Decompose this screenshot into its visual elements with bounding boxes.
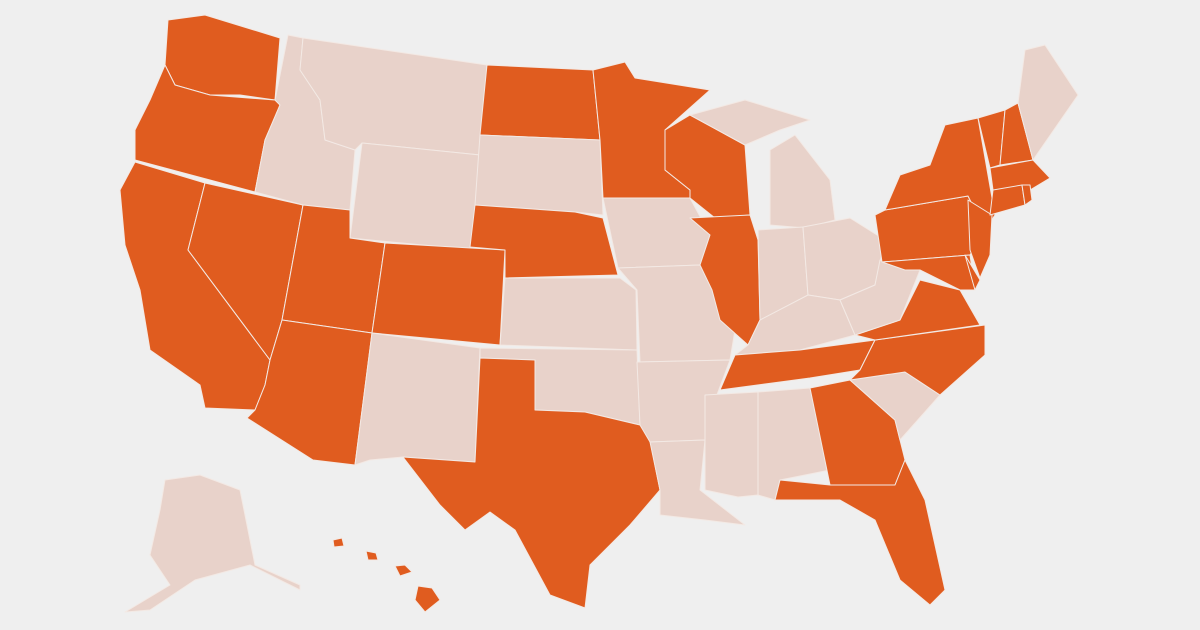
state-ma[interactable] (989, 159, 1051, 191)
state-shape[interactable] (734, 294, 856, 356)
state-ia[interactable] (602, 197, 711, 269)
state-shape[interactable] (349, 142, 481, 251)
state-md[interactable] (881, 254, 976, 291)
state-shape[interactable] (299, 37, 488, 156)
state-shape[interactable] (774, 459, 946, 606)
state-shape[interactable] (704, 391, 759, 498)
state-sd[interactable] (474, 134, 604, 216)
state-co[interactable] (371, 242, 506, 346)
state-shape[interactable] (989, 159, 1051, 191)
state-de[interactable] (964, 254, 981, 291)
state-nj[interactable] (967, 199, 993, 279)
state-me[interactable] (1017, 44, 1079, 161)
state-shape[interactable] (689, 99, 811, 146)
state-tx[interactable] (402, 357, 661, 609)
state-shape[interactable] (371, 242, 506, 346)
state-shape[interactable] (124, 474, 301, 613)
state-shape[interactable] (365, 550, 379, 561)
state-la[interactable] (649, 439, 746, 526)
state-fl[interactable] (774, 459, 946, 606)
state-shape[interactable] (354, 332, 481, 466)
state-shape[interactable] (332, 537, 345, 548)
state-shape[interactable] (602, 197, 711, 269)
state-shape[interactable] (881, 254, 976, 291)
state-shape[interactable] (402, 357, 661, 609)
state-shape[interactable] (649, 439, 746, 526)
state-shape[interactable] (769, 134, 836, 229)
state-shape[interactable] (394, 564, 413, 577)
state-ak[interactable] (124, 474, 301, 613)
state-shape[interactable] (989, 184, 1026, 216)
state-shape[interactable] (1017, 44, 1079, 161)
state-shape[interactable] (479, 64, 601, 141)
state-shape[interactable] (849, 324, 986, 396)
state-shape[interactable] (967, 199, 993, 279)
state-ms[interactable] (704, 391, 759, 498)
state-mi[interactable] (689, 99, 836, 229)
state-wy[interactable] (349, 142, 481, 251)
state-hi[interactable] (332, 537, 441, 613)
state-shape[interactable] (414, 585, 441, 613)
state-shape[interactable] (689, 214, 761, 346)
state-ct[interactable] (989, 184, 1026, 216)
state-il[interactable] (689, 214, 761, 346)
state-shape[interactable] (964, 254, 981, 291)
state-ks[interactable] (499, 277, 638, 351)
state-nd[interactable] (479, 64, 601, 141)
state-ky[interactable] (734, 294, 856, 356)
state-shape[interactable] (474, 134, 604, 216)
state-nc[interactable] (849, 324, 986, 396)
state-shape[interactable] (469, 204, 619, 279)
state-nm[interactable] (354, 332, 481, 466)
state-shape[interactable] (499, 277, 638, 351)
state-ne[interactable] (469, 204, 619, 279)
state-mt[interactable] (299, 37, 488, 156)
state-ri[interactable] (1021, 184, 1033, 206)
state-shape[interactable] (1021, 184, 1033, 206)
